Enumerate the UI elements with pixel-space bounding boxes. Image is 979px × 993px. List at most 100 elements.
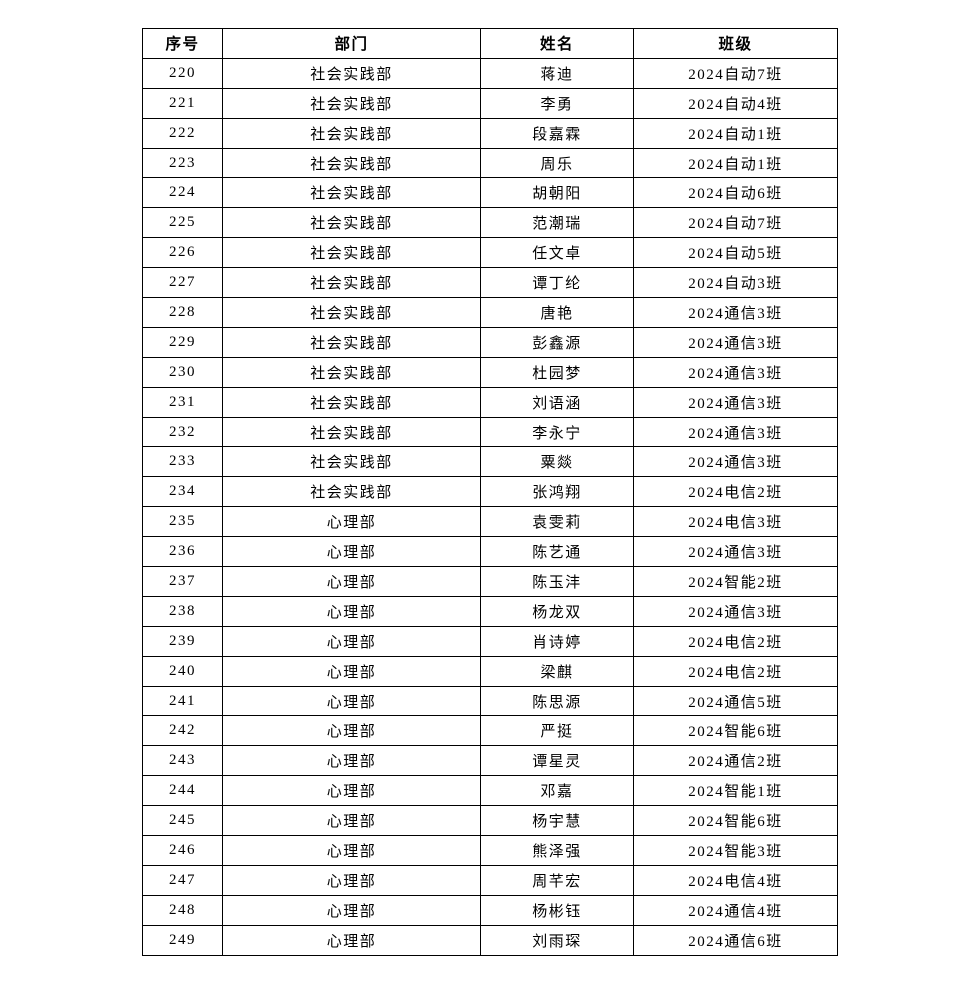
- cell-index: 241: [142, 685, 223, 717]
- table-body: 220 社会实践部 蒋迪 2024自动7班 221 社会实践部 李勇 2024自动4班 222 社…: [142, 57, 838, 956]
- cell-class: 2024自动7班: [633, 207, 838, 239]
- cell-class: 2024智能3班: [633, 835, 838, 866]
- cell-index: 243: [142, 745, 223, 777]
- table-row: 222 社会实践部 段嘉霖 2024自动1班: [142, 117, 838, 149]
- cell-name: 唐艳: [480, 297, 634, 328]
- cell-index: 225: [142, 207, 223, 239]
- cell-class: 2024电信4班: [633, 864, 838, 896]
- table-row: 244 心理部 邓嘉 2024智能1班: [142, 775, 838, 807]
- cell-department: 心理部: [222, 835, 481, 866]
- table-row: 223 社会实践部 周乐 2024自动1班: [142, 147, 838, 179]
- table-row: 226 社会实践部 任文卓 2024自动5班: [142, 237, 838, 269]
- cell-class: 2024通信6班: [633, 924, 838, 956]
- table-row: 238 心理部 杨龙双 2024通信3班: [142, 595, 838, 627]
- table-row: 231 社会实践部 刘语涵 2024通信3班: [142, 386, 838, 418]
- cell-name: 杨龙双: [480, 595, 634, 627]
- cell-class: 2024自动7班: [633, 57, 838, 89]
- cell-name: 段嘉霖: [480, 117, 634, 149]
- cell-class: 2024自动5班: [633, 237, 838, 269]
- cell-department: 心理部: [222, 775, 481, 807]
- cell-department: 心理部: [222, 655, 481, 687]
- cell-class: 2024电信3班: [633, 506, 838, 538]
- table-row: 220 社会实践部 蒋迪 2024自动7班: [142, 57, 838, 89]
- cell-department: 心理部: [222, 924, 481, 956]
- cell-name: 熊泽强: [480, 835, 634, 866]
- cell-class: 2024通信3班: [633, 536, 838, 568]
- table-row: 229 社会实践部 彭鑫源 2024通信3班: [142, 326, 838, 358]
- cell-name: 刘语涵: [480, 386, 634, 418]
- table-row: 240 心理部 梁麒 2024电信2班: [142, 655, 838, 687]
- cell-name: 陈玉沣: [480, 566, 634, 597]
- cell-class: 2024通信3班: [633, 595, 838, 627]
- cell-index: 234: [142, 476, 223, 508]
- cell-index: 233: [142, 446, 223, 478]
- cell-class: 2024智能6班: [633, 805, 838, 837]
- cell-name: 李勇: [480, 87, 634, 119]
- table-row: 235 心理部 袁雯莉 2024电信3班: [142, 506, 838, 538]
- cell-department: 心理部: [222, 536, 481, 568]
- cell-index: 249: [142, 924, 223, 956]
- cell-name: 严挺: [480, 715, 634, 747]
- table-row: 236 心理部 陈艺通 2024通信3班: [142, 536, 838, 568]
- cell-department: 社会实践部: [222, 57, 481, 89]
- cell-class: 2024自动4班: [633, 87, 838, 119]
- cell-index: 232: [142, 416, 223, 448]
- table-row: 230 社会实践部 杜园梦 2024通信3班: [142, 356, 838, 388]
- cell-name: 粟燚: [480, 446, 634, 478]
- cell-name: 彭鑫源: [480, 326, 634, 358]
- cell-department: 社会实践部: [222, 117, 481, 149]
- cell-class: 2024通信3班: [633, 416, 838, 448]
- table-row: 227 社会实践部 谭丁纶 2024自动3班: [142, 267, 838, 299]
- cell-class: 2024自动6班: [633, 177, 838, 209]
- column-header-index: 序号: [142, 28, 223, 59]
- cell-class: 2024自动1班: [633, 117, 838, 149]
- cell-name: 谭丁纶: [480, 267, 634, 299]
- cell-department: 社会实践部: [222, 476, 481, 508]
- table-row: 246 心理部 熊泽强 2024智能3班: [142, 835, 838, 866]
- cell-index: 237: [142, 566, 223, 597]
- cell-department: 社会实践部: [222, 177, 481, 209]
- cell-class: 2024智能6班: [633, 715, 838, 747]
- header-row: 序号 部门 姓名 班级: [142, 28, 838, 59]
- cell-index: 220: [142, 57, 223, 89]
- table-row: 249 心理部 刘雨琛 2024通信6班: [142, 924, 838, 956]
- cell-name: 杨彬钰: [480, 894, 634, 926]
- cell-department: 心理部: [222, 506, 481, 538]
- cell-name: 梁麒: [480, 655, 634, 687]
- cell-index: 238: [142, 595, 223, 627]
- cell-index: 242: [142, 715, 223, 747]
- table-row: 237 心理部 陈玉沣 2024智能2班: [142, 566, 838, 597]
- cell-name: 肖诗婷: [480, 625, 634, 657]
- cell-class: 2024通信3班: [633, 297, 838, 328]
- cell-department: 社会实践部: [222, 297, 481, 328]
- cell-department: 社会实践部: [222, 267, 481, 299]
- table-row: 239 心理部 肖诗婷 2024电信2班: [142, 625, 838, 657]
- cell-department: 社会实践部: [222, 147, 481, 179]
- cell-index: 230: [142, 356, 223, 388]
- cell-department: 心理部: [222, 685, 481, 717]
- cell-department: 社会实践部: [222, 237, 481, 269]
- cell-index: 228: [142, 297, 223, 328]
- cell-department: 心理部: [222, 566, 481, 597]
- cell-name: 杨宇慧: [480, 805, 634, 837]
- cell-department: 社会实践部: [222, 207, 481, 239]
- cell-department: 心理部: [222, 745, 481, 777]
- table-row: 248 心理部 杨彬钰 2024通信4班: [142, 894, 838, 926]
- cell-class: 2024通信3班: [633, 386, 838, 418]
- cell-department: 社会实践部: [222, 446, 481, 478]
- cell-index: 227: [142, 267, 223, 299]
- table-row: 241 心理部 陈思源 2024通信5班: [142, 685, 838, 717]
- cell-class: 2024通信3班: [633, 326, 838, 358]
- column-header-department: 部门: [222, 28, 481, 59]
- cell-index: 223: [142, 147, 223, 179]
- table-row: 247 心理部 周芊宏 2024电信4班: [142, 864, 838, 896]
- table-row: 221 社会实践部 李勇 2024自动4班: [142, 87, 838, 119]
- table-row: 224 社会实践部 胡朝阳 2024自动6班: [142, 177, 838, 209]
- table-row: 233 社会实践部 粟燚 2024通信3班: [142, 446, 838, 478]
- cell-department: 社会实践部: [222, 87, 481, 119]
- column-header-class: 班级: [633, 28, 838, 59]
- cell-name: 范潮瑞: [480, 207, 634, 239]
- cell-name: 陈艺通: [480, 536, 634, 568]
- cell-name: 张鸿翔: [480, 476, 634, 508]
